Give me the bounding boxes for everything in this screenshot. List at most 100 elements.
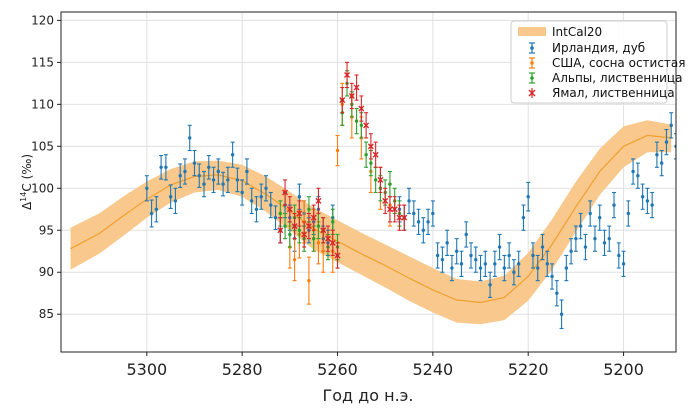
data-point — [469, 242, 473, 269]
point-marker — [588, 211, 592, 216]
y-tick-label: 90 — [39, 265, 54, 279]
point-marker — [197, 174, 201, 178]
data-point — [478, 254, 483, 282]
data-point — [206, 155, 211, 180]
point-marker — [235, 178, 240, 182]
intcal20-band-layer — [70, 120, 672, 325]
point-marker — [583, 245, 588, 249]
point-marker — [307, 278, 311, 283]
data-point — [573, 225, 578, 252]
point-marker — [559, 312, 564, 316]
data-point — [240, 179, 245, 206]
point-marker — [382, 197, 389, 204]
data-point — [550, 263, 555, 290]
data-point — [659, 149, 664, 177]
data-point — [554, 280, 559, 307]
point-marker — [288, 232, 292, 237]
data-point — [588, 200, 593, 227]
point-marker — [416, 220, 421, 224]
x-tick-label: 5280 — [222, 360, 263, 379]
data-point — [329, 229, 336, 257]
x-tick-label: 5240 — [413, 360, 454, 379]
point-marker — [335, 148, 340, 153]
point-marker — [277, 227, 284, 234]
data-point — [511, 259, 516, 286]
legend-marker-yamal — [528, 88, 536, 98]
x-axis-label: Год до н.э. — [322, 386, 413, 405]
data-point — [363, 112, 370, 139]
point-marker — [488, 283, 492, 287]
point-marker — [464, 232, 468, 237]
data-point — [569, 238, 574, 265]
point-marker — [367, 143, 374, 150]
point-marker — [431, 211, 435, 216]
x-tick-label: 5260 — [317, 360, 358, 379]
point-marker — [159, 165, 163, 170]
point-marker — [377, 176, 384, 183]
point-marker — [555, 291, 559, 295]
data-point — [535, 254, 540, 282]
point-marker — [188, 136, 192, 140]
point-marker — [297, 228, 302, 232]
data-point — [202, 170, 207, 198]
point-marker — [249, 199, 254, 203]
data-point — [354, 107, 359, 135]
data-point — [249, 187, 254, 215]
data-point — [225, 166, 230, 194]
data-point — [353, 74, 360, 101]
point-marker — [320, 227, 327, 234]
data-point — [592, 225, 597, 252]
data-point — [449, 254, 454, 282]
point-marker — [626, 211, 631, 216]
data-point — [301, 221, 308, 248]
data-point — [473, 246, 478, 273]
point-marker — [321, 249, 325, 253]
point-marker — [569, 249, 573, 253]
data-point — [391, 196, 398, 223]
point-marker — [369, 161, 373, 165]
point-marker — [578, 224, 583, 228]
point-marker — [574, 236, 578, 241]
data-point — [386, 196, 393, 223]
data-point — [612, 191, 617, 219]
point-marker — [297, 194, 302, 199]
point-marker — [216, 169, 221, 174]
data-point — [559, 299, 564, 330]
data-point — [315, 187, 322, 215]
point-marker — [421, 228, 426, 232]
data-point — [621, 250, 626, 277]
point-marker — [359, 123, 364, 128]
data-point — [282, 179, 289, 206]
data-point — [144, 175, 149, 202]
data-point — [578, 212, 583, 240]
point-marker — [669, 123, 673, 128]
data-point — [221, 171, 226, 197]
data-point — [264, 175, 268, 202]
data-point — [497, 233, 502, 261]
data-point — [626, 200, 631, 227]
point-marker — [435, 253, 440, 258]
point-marker — [386, 206, 393, 213]
point-marker — [493, 262, 497, 266]
point-marker — [164, 165, 168, 170]
point-marker — [459, 262, 464, 266]
point-marker — [526, 194, 530, 199]
data-point — [339, 87, 346, 114]
series-3 — [277, 61, 408, 269]
point-marker — [507, 253, 511, 258]
point-marker — [192, 161, 197, 165]
y-tick-label: 115 — [31, 55, 54, 69]
point-marker — [240, 190, 244, 195]
data-point — [211, 166, 216, 194]
tick-layer: 5300 5280 5260 5240 5220 5200 85 90 95 100 105 110 1… — [31, 13, 644, 379]
point-marker — [372, 151, 379, 158]
point-marker — [469, 253, 473, 258]
intcal20-mean-line — [70, 134, 672, 304]
data-point — [377, 166, 384, 194]
point-marker — [363, 122, 370, 129]
point-marker — [283, 224, 287, 228]
point-marker — [168, 194, 173, 199]
data-point — [564, 254, 569, 282]
point-marker — [315, 197, 322, 204]
